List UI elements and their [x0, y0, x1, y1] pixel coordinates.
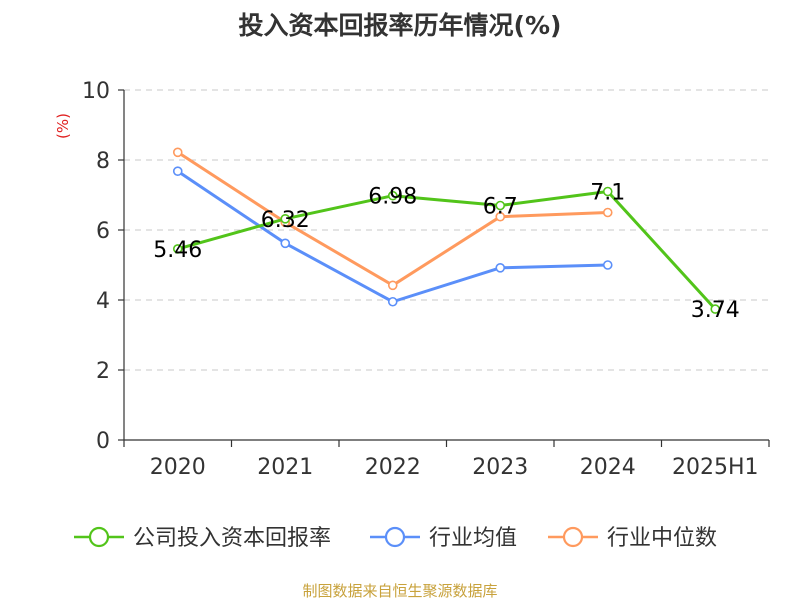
legend-label: 公司投入资本回报率	[133, 526, 331, 551]
data-point	[172, 166, 183, 176]
series-line	[177, 190, 717, 311]
data-point	[602, 186, 613, 197]
data-label: 3.74	[691, 298, 740, 323]
x-tick-label: 2021	[257, 455, 313, 480]
axes: 0 2 4 6 8 10 2020 2021 2022 2023 2024 2025H1	[82, 79, 770, 480]
legend-label: 行业中位数	[607, 526, 717, 551]
data-point	[387, 296, 398, 307]
x-tick-label: 2022	[365, 455, 421, 480]
x-tick-label: 2020	[150, 455, 206, 480]
legend-marker	[384, 526, 406, 548]
data-point	[280, 214, 291, 224]
data-label: 7.1	[590, 181, 625, 206]
data-point	[280, 238, 291, 249]
y-tick-label: 8	[96, 149, 110, 174]
y-tick-label: 2	[96, 359, 110, 384]
data-point	[172, 244, 183, 254]
legend-marker	[88, 526, 110, 548]
y-tick-label: 4	[96, 289, 110, 314]
data-point	[495, 262, 506, 273]
gridlines	[124, 89, 769, 371]
x-tick-label: 2025H1	[672, 455, 759, 480]
series-group	[172, 147, 721, 314]
y-tick-label: 0	[96, 429, 110, 454]
legend-label: 行业均值	[429, 526, 517, 551]
data-point	[172, 147, 183, 158]
data-label: 6.7	[483, 195, 518, 220]
data-point	[602, 207, 613, 218]
legend: 公司投入资本回报率 行业均值 行业中位数	[74, 526, 717, 551]
data-labels: 5.46 6.32 6.98 6.7 7.1 3.74	[153, 181, 739, 324]
data-point	[495, 200, 506, 211]
source-note: 制图数据来自恒生聚源数据库	[302, 582, 497, 600]
x-tick-label: 2023	[472, 455, 528, 480]
data-point	[495, 211, 506, 222]
chart-title: 投入资本回报率历年情况(%)	[239, 11, 562, 40]
data-point	[602, 260, 613, 270]
data-label: 6.32	[261, 208, 310, 233]
data-point	[387, 190, 398, 201]
y-tick-label: 6	[96, 219, 110, 244]
data-label: 6.98	[368, 185, 417, 210]
data-point	[710, 304, 721, 314]
x-tick-label: 2024	[580, 455, 636, 480]
y-tick-label: 10	[82, 79, 110, 104]
y-axis-label: (%)	[54, 113, 72, 139]
data-label: 5.46	[153, 238, 202, 263]
legend-marker	[562, 526, 584, 548]
data-point	[387, 280, 398, 291]
